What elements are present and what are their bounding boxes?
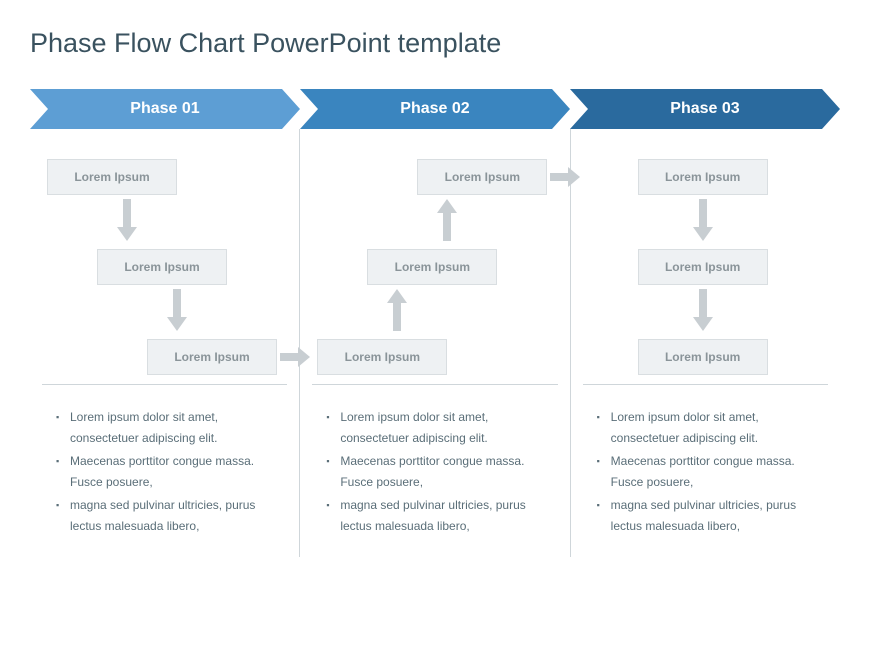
diagram-area: Lorem Ipsum Lorem Ipsum Lorem Ipsum <box>42 149 287 384</box>
diagram-area: Lorem Ipsum Lorem Ipsum Lorem Ipsum <box>312 149 557 384</box>
flow-box: Lorem Ipsum <box>317 339 447 375</box>
phase-header-row: Phase 01 Phase 02 Phase 03 <box>30 89 840 129</box>
bullets-area: Lorem ipsum dolor sit amet, consectetuer… <box>583 384 828 537</box>
phase-column: Lorem Ipsum Lorem Ipsum Lorem Ipsum Lorem i… <box>30 129 300 557</box>
phase-label: Phase 01 <box>130 100 199 118</box>
phase-column: Lorem Ipsum Lorem Ipsum Lorem Ipsum Lorem i… <box>571 129 840 557</box>
flow-box: Lorem Ipsum <box>638 159 768 195</box>
flow-box: Lorem Ipsum <box>367 249 497 285</box>
diagram-area: Lorem Ipsum Lorem Ipsum Lorem Ipsum <box>583 149 828 384</box>
flow-arrow-down <box>167 289 187 336</box>
flow-arrow-up <box>387 289 407 336</box>
bullet-list: Lorem ipsum dolor sit amet, consectetuer… <box>42 407 287 537</box>
arrow-down-icon <box>693 199 713 241</box>
flow-box: Lorem Ipsum <box>638 339 768 375</box>
arrow-up-icon <box>387 289 407 331</box>
bullet-list: Lorem ipsum dolor sit amet, consectetuer… <box>583 407 828 537</box>
slide-title: Phase Flow Chart PowerPoint template <box>30 28 840 59</box>
flow-box: Lorem Ipsum <box>417 159 547 195</box>
bullet-item: Lorem ipsum dolor sit amet, consectetuer… <box>597 407 828 449</box>
flow-arrow-down <box>693 199 713 246</box>
flow-arrow-down <box>693 289 713 336</box>
arrow-down-icon <box>693 289 713 331</box>
flow-arrow-up <box>437 199 457 246</box>
arrow-down-icon <box>167 289 187 331</box>
flow-box: Lorem Ipsum <box>47 159 177 195</box>
phase-arrow-1: Phase 01 <box>30 89 300 129</box>
bullet-item: magna sed pulvinar ultricies, purus lect… <box>597 495 828 537</box>
phase-label: Phase 03 <box>670 100 739 118</box>
bullet-item: Lorem ipsum dolor sit amet, consectetuer… <box>56 407 287 449</box>
bullet-item: Lorem ipsum dolor sit amet, consectetuer… <box>326 407 557 449</box>
bullet-item: Maecenas porttitor congue massa. Fusce p… <box>326 451 557 493</box>
flow-arrow-down <box>117 199 137 246</box>
diagram-row: Lorem Ipsum Lorem Ipsum Lorem Ipsum Lorem i… <box>30 129 840 557</box>
phase-column: Lorem Ipsum Lorem Ipsum Lorem Ipsum Lorem i… <box>300 129 570 557</box>
phase-label: Phase 02 <box>400 100 469 118</box>
phase-arrow-3: Phase 03 <box>570 89 840 129</box>
flow-box: Lorem Ipsum <box>638 249 768 285</box>
arrow-up-icon <box>437 199 457 241</box>
bullets-area: Lorem ipsum dolor sit amet, consectetuer… <box>42 384 287 537</box>
bullet-item: Maecenas porttitor congue massa. Fusce p… <box>597 451 828 493</box>
bullet-list: Lorem ipsum dolor sit amet, consectetuer… <box>312 407 557 537</box>
arrow-down-icon <box>117 199 137 241</box>
bullet-item: Maecenas porttitor congue massa. Fusce p… <box>56 451 287 493</box>
phase-arrow-2: Phase 02 <box>300 89 570 129</box>
bullets-area: Lorem ipsum dolor sit amet, consectetuer… <box>312 384 557 537</box>
flow-box: Lorem Ipsum <box>147 339 277 375</box>
flow-box: Lorem Ipsum <box>97 249 227 285</box>
bullet-item: magna sed pulvinar ultricies, purus lect… <box>326 495 557 537</box>
bullet-item: magna sed pulvinar ultricies, purus lect… <box>56 495 287 537</box>
